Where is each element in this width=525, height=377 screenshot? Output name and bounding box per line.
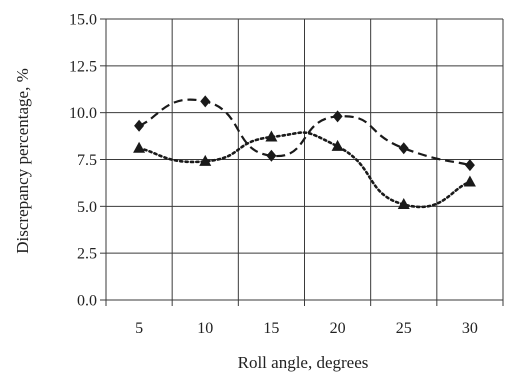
y-axis-title: Discrepancy percentage, % [13,68,32,253]
x-tick-label: 25 [396,320,412,337]
y-tick-label: 15.0 [69,12,97,29]
series-2-curve [137,131,472,209]
diamond-marker [464,159,475,172]
triangle-marker [199,154,212,166]
diamond-marker [200,95,211,108]
data-markers [133,95,476,209]
triangle-marker [133,141,146,153]
y-tick-label: 5.0 [77,199,97,216]
y-tick-label: 10.0 [69,105,97,122]
diamond-marker [398,142,409,155]
triangle-marker [463,175,476,187]
y-tick-label: 7.5 [77,152,97,169]
diamond-marker [266,149,277,162]
y-tick-label: 12.5 [69,58,97,75]
diamond-marker [134,119,145,132]
x-tick-label: 20 [330,320,346,337]
triangle-marker [265,130,278,142]
grid [100,18,504,306]
triangle-marker [397,197,410,209]
y-tick-label: 0.0 [77,293,97,310]
y-tick-label: 2.5 [77,246,97,263]
x-tick-label: 15 [263,320,279,337]
diamond-marker [332,110,343,123]
x-axis-title: Roll angle, degrees [238,353,369,372]
x-tick-label: 30 [462,320,478,337]
triangle-marker [331,139,344,151]
tick-labels: 0.0 2.5 5.0 7.5 10.0 12.5 15.0 5 10 15 20 25 30 [69,12,478,338]
x-tick-label: 10 [197,320,213,337]
x-tick-label: 5 [135,320,143,337]
